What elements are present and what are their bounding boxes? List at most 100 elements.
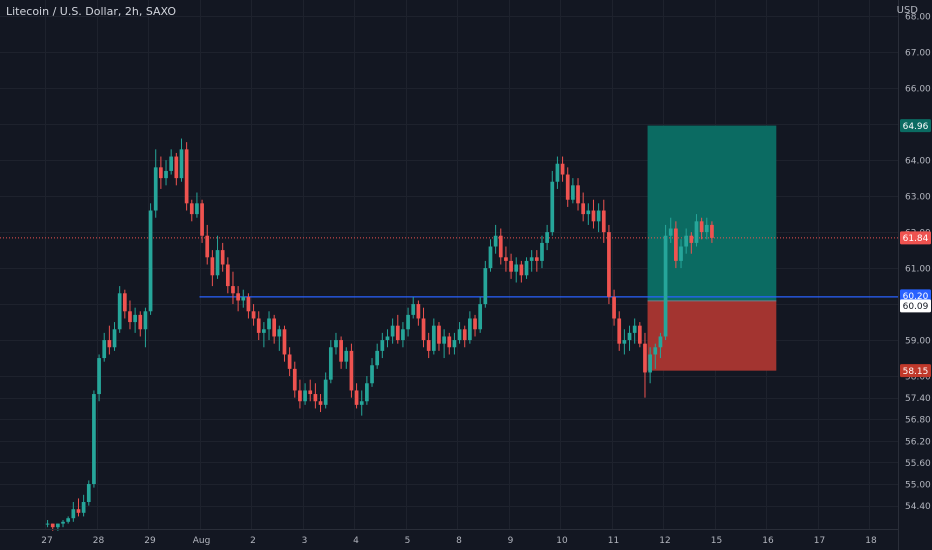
candle[interactable] — [236, 286, 240, 312]
candle[interactable] — [601, 199, 606, 243]
candle[interactable] — [339, 336, 343, 369]
candle[interactable] — [380, 332, 385, 359]
candle[interactable] — [143, 307, 148, 348]
candle[interactable] — [565, 167, 570, 207]
candle[interactable] — [622, 329, 627, 355]
candle[interactable] — [107, 325, 112, 355]
profit-target-zone[interactable] — [647, 125, 777, 301]
candle[interactable] — [148, 203, 153, 315]
candle[interactable] — [452, 332, 457, 355]
candle[interactable] — [179, 138, 184, 182]
candle[interactable] — [684, 228, 689, 254]
candle[interactable] — [328, 340, 333, 384]
support-horizontal-line[interactable] — [0, 237, 898, 298]
candle[interactable] — [401, 322, 405, 348]
candle[interactable] — [262, 322, 266, 348]
candle[interactable] — [637, 322, 642, 348]
candle[interactable] — [560, 156, 565, 182]
candle[interactable] — [251, 304, 256, 326]
candle[interactable] — [699, 217, 704, 240]
candle[interactable] — [61, 520, 65, 528]
candle[interactable] — [292, 361, 297, 398]
stop-loss-zone[interactable] — [647, 300, 777, 371]
candle[interactable] — [189, 199, 194, 222]
candle[interactable] — [323, 372, 328, 409]
candle[interactable] — [375, 343, 380, 369]
candle[interactable] — [504, 246, 508, 272]
candle[interactable] — [447, 332, 452, 355]
candle[interactable] — [632, 318, 637, 344]
candle[interactable] — [282, 325, 287, 362]
candle[interactable] — [483, 260, 488, 308]
candle[interactable] — [76, 498, 81, 517]
candle[interactable] — [97, 354, 101, 402]
candle[interactable] — [571, 178, 575, 204]
candle[interactable] — [81, 494, 86, 517]
candle[interactable] — [133, 307, 137, 333]
candle[interactable] — [437, 322, 441, 351]
long-position-tool[interactable] — [647, 125, 777, 371]
candle[interactable] — [138, 311, 143, 337]
candle[interactable] — [86, 480, 91, 506]
candle[interactable] — [462, 325, 467, 348]
candle[interactable] — [164, 160, 168, 186]
candle[interactable] — [344, 347, 349, 369]
candle[interactable] — [591, 199, 596, 229]
candle[interactable] — [308, 379, 313, 402]
candle[interactable] — [117, 286, 122, 333]
candle[interactable] — [246, 293, 251, 319]
candle[interactable] — [354, 383, 359, 409]
candle[interactable] — [169, 149, 174, 175]
candle[interactable] — [349, 343, 354, 398]
candle[interactable] — [174, 152, 179, 186]
candle[interactable] — [220, 242, 225, 272]
candle[interactable] — [112, 322, 117, 351]
candle[interactable] — [231, 271, 235, 305]
candle[interactable] — [241, 289, 246, 308]
candle[interactable] — [277, 325, 282, 351]
candle[interactable] — [390, 318, 395, 344]
candle[interactable] — [627, 325, 632, 351]
candle[interactable] — [689, 232, 694, 254]
candle[interactable] — [225, 257, 230, 294]
candle[interactable] — [555, 156, 560, 189]
candle[interactable] — [653, 343, 658, 369]
candlestick-series[interactable] — [45, 138, 714, 531]
candle[interactable] — [416, 300, 421, 326]
candle[interactable] — [205, 224, 210, 265]
candle[interactable] — [385, 329, 390, 348]
candle[interactable] — [365, 376, 369, 405]
candle[interactable] — [704, 217, 709, 240]
time-axis[interactable]: 27 28 29 Aug 2 3 4 5 8 9 10 11 12 15 16 17 18 — [41, 536, 877, 546]
candle[interactable] — [540, 235, 544, 269]
candle[interactable] — [607, 224, 611, 305]
candle[interactable] — [457, 322, 462, 344]
candle[interactable] — [529, 250, 534, 272]
candle[interactable] — [184, 142, 189, 211]
candle[interactable] — [612, 289, 616, 326]
candle[interactable] — [71, 502, 76, 522]
candle[interactable] — [210, 250, 215, 287]
candle[interactable] — [313, 383, 318, 409]
candle[interactable] — [514, 257, 519, 283]
candle[interactable] — [668, 217, 673, 243]
candle[interactable] — [66, 516, 71, 524]
candle[interactable] — [421, 307, 426, 348]
candle[interactable] — [473, 314, 477, 337]
candle[interactable] — [524, 257, 529, 279]
candle[interactable] — [674, 221, 678, 269]
candle[interactable] — [545, 224, 549, 251]
candle[interactable] — [406, 307, 410, 337]
candle[interactable] — [395, 314, 400, 344]
candle[interactable] — [426, 332, 431, 359]
candle[interactable] — [200, 199, 204, 243]
candle[interactable] — [509, 253, 513, 279]
candle[interactable] — [576, 178, 580, 211]
candle[interactable] — [617, 311, 622, 351]
candle[interactable] — [596, 203, 601, 233]
candle[interactable] — [153, 149, 158, 218]
candle[interactable] — [334, 332, 338, 355]
candle[interactable] — [287, 347, 292, 377]
candle[interactable] — [298, 379, 302, 409]
